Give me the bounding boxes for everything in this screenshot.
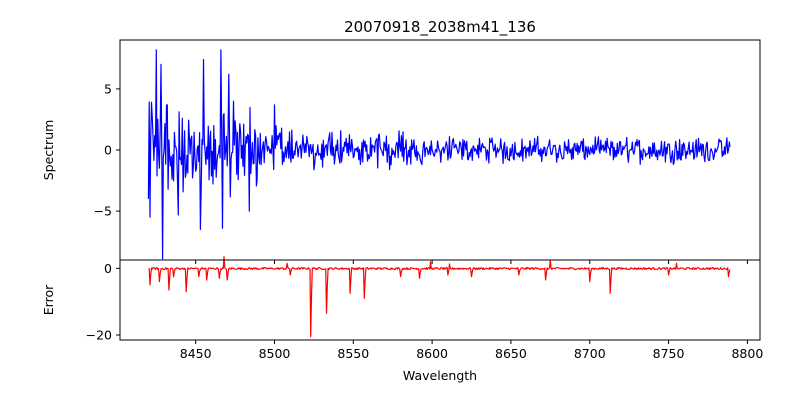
error-y-tick-label: 0 [104,261,112,276]
error-plot: −20 0 8450 8500 8550 8600 8650 8700 8750 8800 Er… [41,256,763,383]
error-x-tick-label: 8450 [180,346,212,361]
error-axes-frame [119,259,761,341]
spectrum-y-axis-label: Spectrum [41,120,56,181]
error-series-line [148,256,731,338]
error-x-tick-label: 8650 [495,346,527,361]
error-x-tick-label: 8800 [731,346,763,361]
error-x-tick-label: 8700 [574,346,606,361]
spectrum-y-tick-label: −5 [94,204,112,219]
spectrum-y-tick-label: 5 [104,81,112,96]
error-x-tick-label: 8550 [337,346,369,361]
spectrum-series-line [147,49,731,260]
error-x-tick-label: 8500 [259,346,291,361]
error-y-tick-label: −20 [86,328,112,343]
chart-title: 20070918_2038m41_136 [344,18,536,37]
error-y-axis-label: Error [41,284,56,315]
error-x-tick-label: 8600 [416,346,448,361]
spectrum-plot: −5 0 5 Spectrum [41,39,761,264]
error-x-tick-label: 8750 [653,346,685,361]
spectrum-y-tick-label: 0 [104,143,112,158]
error-x-axis-label: Wavelength [403,368,477,383]
